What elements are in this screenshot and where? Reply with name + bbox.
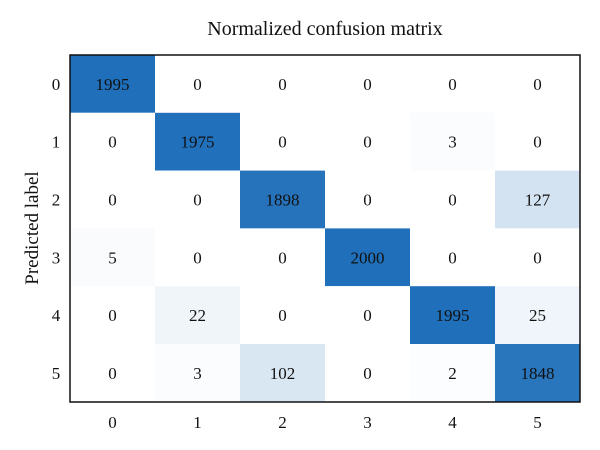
heatmap-cell-0-3 (325, 55, 410, 113)
cell-value-3-1: 0 (193, 248, 202, 267)
heatmap-cell-2-0 (70, 170, 155, 229)
heatmap-cells (70, 55, 580, 402)
cell-value-3-3: 2000 (351, 248, 385, 267)
heatmap-cell-2-2 (240, 170, 325, 229)
heatmap-cell-5-3 (325, 344, 410, 402)
cell-value-5-4: 2 (448, 364, 457, 383)
heatmap-cell-5-4 (410, 344, 495, 402)
cell-value-0-4: 0 (448, 75, 457, 94)
cell-value-4-0: 0 (108, 306, 117, 325)
heatmap-cell-3-0 (70, 228, 155, 287)
x-tick-labels: 0 1 2 3 4 5 (108, 413, 542, 432)
x-tick-2: 2 (278, 413, 287, 432)
heatmap-cell-1-3 (325, 112, 410, 171)
cell-value-3-4: 0 (448, 248, 457, 267)
heatmap-cell-4-5 (495, 286, 580, 344)
y-tick-0: 0 (52, 75, 61, 94)
heatmap-cell-3-2 (240, 228, 325, 287)
heatmap-cell-4-0 (70, 286, 155, 344)
cell-value-2-3: 0 (363, 191, 372, 210)
cell-value-5-5: 1848 (521, 364, 555, 383)
cell-value-1-2: 0 (278, 133, 287, 152)
cell-value-4-1: 22 (189, 306, 206, 325)
cell-value-4-5: 25 (529, 306, 546, 325)
heatmap-cell-1-5 (495, 112, 580, 171)
plot-frame (69, 54, 581, 403)
x-tick-1: 1 (193, 413, 202, 432)
heatmap-cell-3-3 (325, 228, 410, 287)
cell-value-0-1: 0 (193, 75, 202, 94)
heatmap-cell-4-3 (325, 286, 410, 344)
cell-value-5-1: 3 (193, 364, 202, 383)
cell-value-2-2: 1898 (266, 191, 300, 210)
cell-value-1-4: 3 (448, 133, 457, 152)
x-tick-0: 0 (108, 413, 117, 432)
heatmap-cell-1-2 (240, 112, 325, 171)
y-tick-2: 2 (52, 191, 61, 210)
cell-value-2-5: 127 (525, 191, 551, 210)
cell-value-2-0: 0 (108, 191, 117, 210)
cell-value-0-3: 0 (363, 75, 372, 94)
heatmap-cell-0-2 (240, 55, 325, 113)
cell-value-1-5: 0 (533, 133, 542, 152)
heatmap-cell-2-5 (495, 170, 580, 229)
heatmap-cell-2-1 (155, 170, 240, 229)
heatmap-cell-4-1 (155, 286, 240, 344)
cell-value-0-5: 0 (533, 75, 542, 94)
cell-value-4-4: 1995 (436, 306, 470, 325)
heatmap-cell-0-0 (70, 55, 155, 113)
cell-value-0-2: 0 (278, 75, 287, 94)
y-tick-labels: 0 1 2 3 4 5 (52, 75, 61, 383)
cell-value-2-4: 0 (448, 191, 457, 210)
heatmap-cell-1-4 (410, 112, 495, 171)
cell-value-1-3: 0 (363, 133, 372, 152)
x-tick-4: 4 (448, 413, 457, 432)
y-tick-4: 4 (52, 306, 61, 325)
cell-value-2-1: 0 (193, 191, 202, 210)
heatmap-cell-5-1 (155, 344, 240, 402)
cell-value-1-0: 0 (108, 133, 117, 152)
heatmap-cell-0-1 (155, 55, 240, 113)
cell-value-4-2: 0 (278, 306, 287, 325)
heatmap-cell-0-5 (495, 55, 580, 113)
heatmap-cell-5-0 (70, 344, 155, 402)
cell-value-4-3: 0 (363, 306, 372, 325)
cell-value-0-0: 1995 (96, 75, 130, 94)
cell-value-5-3: 0 (363, 364, 372, 383)
cell-value-3-5: 0 (533, 248, 542, 267)
x-tick-3: 3 (363, 413, 372, 432)
y-tick-5: 5 (52, 364, 61, 383)
heatmap-cell-4-2 (240, 286, 325, 344)
heatmap-cell-3-4 (410, 228, 495, 287)
cell-value-3-2: 0 (278, 248, 287, 267)
y-tick-3: 3 (52, 248, 61, 267)
heatmap-cell-5-5 (495, 344, 580, 402)
y-tick-1: 1 (52, 133, 61, 152)
cell-value-3-0: 5 (108, 248, 117, 267)
y-axis-label: Predicted label (22, 171, 43, 284)
heatmap-cell-0-4 (410, 55, 495, 113)
heatmap-cell-1-0 (70, 112, 155, 171)
chart-title: Normalized confusion matrix (207, 18, 443, 40)
cell-value-5-0: 0 (108, 364, 117, 383)
cell-value-1-1: 1975 (181, 133, 215, 152)
heatmap-cell-5-2 (240, 344, 325, 402)
heatmap-cell-2-4 (410, 170, 495, 229)
heatmap-cell-4-4 (410, 286, 495, 344)
heatmap-cell-3-5 (495, 228, 580, 287)
heatmap-cell-1-1 (155, 112, 240, 171)
heatmap-cell-2-3 (325, 170, 410, 229)
cell-value-5-2: 102 (270, 364, 296, 383)
x-tick-5: 5 (533, 413, 542, 432)
heatmap-cell-3-1 (155, 228, 240, 287)
